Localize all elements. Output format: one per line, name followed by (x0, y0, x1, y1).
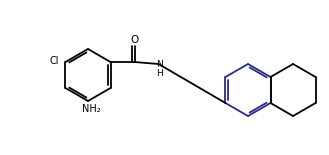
Text: N
H: N H (156, 60, 163, 78)
Text: O: O (130, 35, 139, 45)
Text: Cl: Cl (50, 56, 59, 66)
Text: NH₂: NH₂ (82, 104, 100, 114)
